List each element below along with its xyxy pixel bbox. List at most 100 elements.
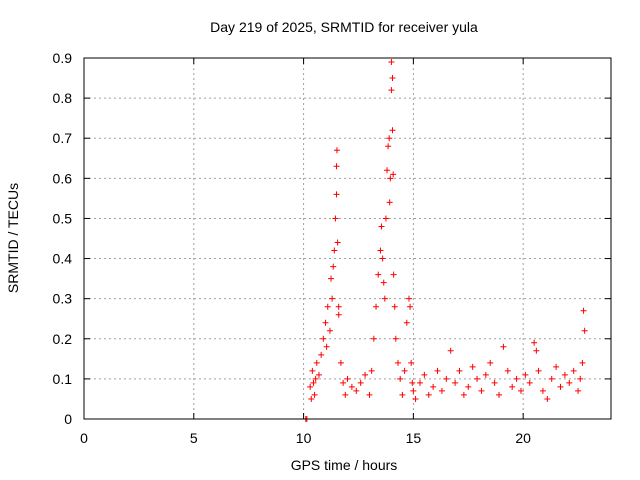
axis-ticks: 0 5 10 15 20 0 0.1 0.2 0.3 0.4 0.5 0.6 0.7 0.8 0.9 xyxy=(53,50,611,446)
data-point xyxy=(561,371,568,378)
data-point xyxy=(456,367,463,374)
data-point xyxy=(557,383,564,390)
data-point xyxy=(553,363,560,370)
data-point xyxy=(465,383,472,390)
data-point xyxy=(386,199,393,206)
plot-frame xyxy=(83,57,612,420)
data-point xyxy=(408,359,415,366)
data-point xyxy=(391,303,398,310)
x-tick-label: 0 xyxy=(80,430,88,446)
data-point xyxy=(308,395,315,402)
data-point xyxy=(581,327,588,334)
x-axis-label: GPS time / hours xyxy=(291,457,398,473)
data-point xyxy=(469,363,476,370)
data-points xyxy=(302,59,588,422)
data-point xyxy=(430,383,437,390)
data-point xyxy=(331,247,338,254)
data-point xyxy=(382,215,389,222)
y-tick-label: 0 xyxy=(64,411,72,427)
data-point xyxy=(366,391,373,398)
data-point xyxy=(482,371,489,378)
data-point xyxy=(539,387,546,394)
data-point xyxy=(379,255,386,262)
data-point xyxy=(330,263,337,270)
data-point xyxy=(395,359,402,366)
data-point xyxy=(329,295,336,302)
data-point xyxy=(478,387,485,394)
data-point xyxy=(504,367,511,374)
x-tick-label: 20 xyxy=(515,430,531,446)
data-point xyxy=(434,367,441,374)
data-point xyxy=(373,303,380,310)
data-point xyxy=(326,327,333,334)
data-point xyxy=(328,275,335,282)
data-point xyxy=(580,307,587,314)
data-point xyxy=(310,379,317,386)
data-point xyxy=(566,379,573,386)
data-point xyxy=(409,379,416,386)
data-point xyxy=(509,383,516,390)
data-point xyxy=(421,371,428,378)
data-point xyxy=(333,163,340,170)
data-point xyxy=(344,375,351,382)
data-point xyxy=(342,391,349,398)
data-point xyxy=(544,395,551,402)
y-tick-label: 0.1 xyxy=(53,371,73,387)
data-point xyxy=(309,367,316,374)
data-point xyxy=(416,379,423,386)
data-point xyxy=(526,379,533,386)
data-point xyxy=(387,175,394,182)
data-point xyxy=(381,295,388,302)
data-point xyxy=(357,379,364,386)
data-point xyxy=(531,339,538,346)
data-point xyxy=(570,367,577,374)
data-point xyxy=(385,143,392,150)
data-point xyxy=(375,271,382,278)
data-point xyxy=(548,375,555,382)
chart-title: Day 219 of 2025, SRMTID for receiver yul… xyxy=(210,19,478,35)
data-point xyxy=(401,367,408,374)
data-point xyxy=(335,311,342,318)
data-point xyxy=(318,351,325,358)
data-point xyxy=(407,303,414,310)
y-axis-label: SRMTID / TECUs xyxy=(5,183,21,293)
data-point xyxy=(335,303,342,310)
data-point xyxy=(384,167,391,174)
data-point xyxy=(460,391,467,398)
data-point xyxy=(410,387,417,394)
data-point xyxy=(412,395,419,402)
data-point xyxy=(389,75,396,82)
data-point xyxy=(323,343,330,350)
data-point xyxy=(311,391,318,398)
y-tick-label: 0.5 xyxy=(53,210,73,226)
data-point xyxy=(491,379,498,386)
x-tick-label: 15 xyxy=(406,430,422,446)
data-point xyxy=(333,191,340,198)
data-point xyxy=(535,367,542,374)
grid-lines xyxy=(84,58,611,419)
data-point xyxy=(389,127,396,134)
data-point xyxy=(579,359,586,366)
data-point xyxy=(575,387,582,394)
data-point xyxy=(522,371,529,378)
data-point xyxy=(403,319,410,326)
data-point xyxy=(513,375,520,382)
data-point xyxy=(577,375,584,382)
y-tick-label: 0.9 xyxy=(53,50,73,66)
data-point xyxy=(386,135,393,142)
data-point xyxy=(397,375,404,382)
data-point xyxy=(517,387,524,394)
data-point xyxy=(362,371,369,378)
data-point xyxy=(333,147,340,154)
data-point xyxy=(353,387,360,394)
data-point xyxy=(340,379,347,386)
y-tick-label: 0.8 xyxy=(53,90,73,106)
data-point xyxy=(334,239,341,246)
data-point xyxy=(443,375,450,382)
data-point xyxy=(390,271,397,278)
data-point xyxy=(496,391,503,398)
data-point xyxy=(370,335,377,342)
data-point xyxy=(390,171,397,178)
data-point xyxy=(348,383,355,390)
